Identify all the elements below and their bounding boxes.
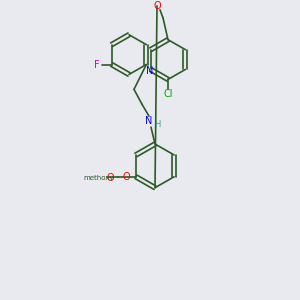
Text: O: O (153, 1, 161, 11)
Text: Cl: Cl (163, 89, 173, 99)
Text: methoxy: methoxy (84, 175, 114, 181)
Text: F: F (94, 59, 100, 70)
Text: N: N (145, 116, 153, 126)
Text: O: O (106, 173, 114, 183)
Text: N: N (146, 67, 153, 76)
Text: O: O (122, 172, 130, 182)
Text: H: H (154, 120, 160, 129)
